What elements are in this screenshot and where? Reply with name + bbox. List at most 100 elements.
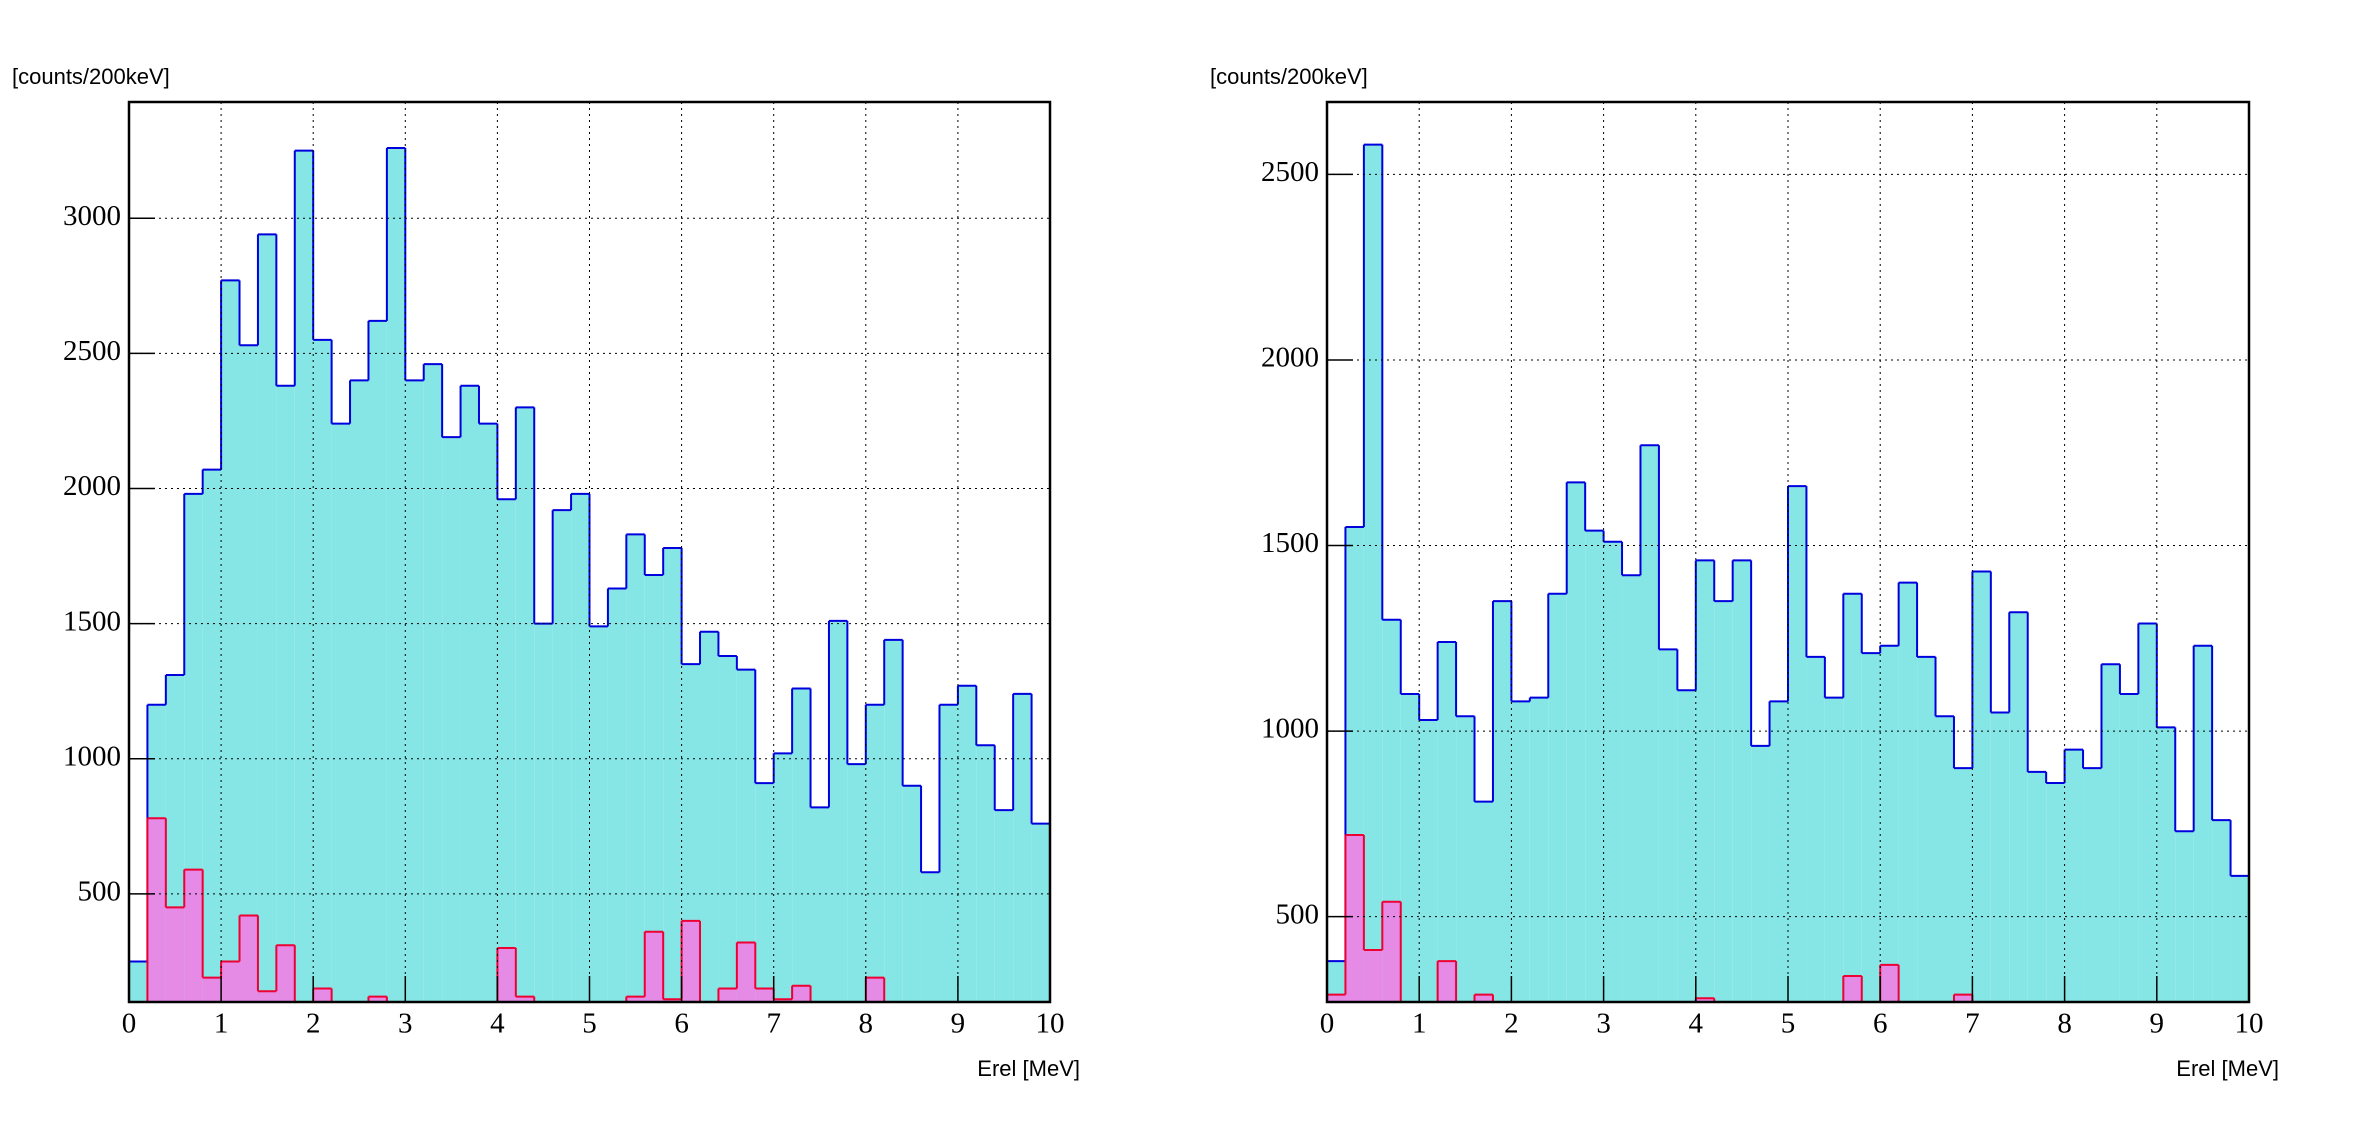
histogram-bar — [1806, 656, 1825, 1002]
y-axis-label: [counts/200keV] — [12, 64, 170, 89]
histogram-bar — [1345, 834, 1364, 1002]
histogram-bar — [663, 547, 682, 1002]
histogram-bar — [239, 345, 258, 1002]
histogram-series — [129, 146, 1050, 1002]
x-tick-label: 5 — [582, 1008, 597, 1040]
x-tick-label: 10 — [2235, 1008, 2264, 1040]
y-tick-label: 1500 — [63, 605, 121, 637]
histogram-bar — [2009, 612, 2028, 1002]
histogram-bar — [1013, 693, 1032, 1002]
histogram-bar — [607, 588, 627, 1002]
histogram-bar — [1566, 482, 1586, 1002]
histogram-bar — [755, 988, 774, 1002]
histogram-bar — [1603, 541, 1623, 1002]
histogram-bar — [1732, 560, 1752, 1002]
histogram-bar — [1640, 445, 1659, 1002]
histogram-bar — [1437, 961, 1457, 1002]
histogram-bar — [1880, 645, 1899, 1002]
histogram-bar — [939, 704, 958, 1002]
histogram-series — [1327, 833, 1974, 1002]
histogram-bar — [1363, 950, 1383, 1002]
histogram-bar — [1437, 642, 1457, 1002]
histogram-bar — [1935, 716, 1954, 1002]
y-tick-label: 1000 — [63, 740, 121, 772]
histogram-bar — [884, 639, 903, 1002]
histogram-bar — [405, 380, 424, 1002]
y-tick-label: 2000 — [63, 470, 121, 502]
histogram-bar — [221, 280, 240, 1002]
histogram-bar — [276, 945, 295, 1002]
histogram-bar — [2046, 783, 2065, 1002]
histogram-bar — [129, 961, 148, 1002]
histogram-bar — [350, 380, 369, 1002]
histogram-bar — [257, 991, 277, 1002]
histogram-bar — [478, 423, 498, 1002]
histogram-bar — [331, 423, 351, 1002]
histogram-bar — [184, 869, 203, 1002]
histogram-bar — [644, 931, 664, 1002]
histogram-bar — [2175, 831, 2194, 1002]
y-tick-label: 500 — [78, 876, 122, 908]
histogram-bar — [202, 469, 222, 1002]
histogram-bar — [2193, 645, 2213, 1002]
histogram-bar — [2156, 727, 2176, 1002]
histogram-bar — [755, 783, 774, 1002]
x-tick-label: 10 — [1036, 1008, 1065, 1040]
x-tick-label: 3 — [1596, 1008, 1611, 1040]
histogram-bar — [1695, 560, 1715, 1002]
histogram-bar — [2138, 623, 2157, 1002]
histogram-bar — [1861, 653, 1881, 1002]
histogram-bar — [681, 664, 701, 1002]
histogram-bar — [276, 385, 295, 1002]
plot-frame — [1325, 100, 2251, 1004]
histogram-bar — [626, 534, 645, 1002]
histogram-bar — [1898, 582, 1918, 1002]
histogram-bar — [1456, 716, 1475, 1002]
histogram-bar — [902, 785, 922, 1002]
histogram-bar — [957, 685, 977, 1002]
histogram-bar — [257, 234, 277, 1002]
histogram-bar — [1843, 593, 1862, 1002]
y-tick-label: 1500 — [1261, 527, 1319, 559]
histogram-bar — [423, 364, 443, 1002]
x-tick-label: 4 — [490, 1008, 505, 1040]
histogram-bar — [1917, 656, 1936, 1002]
histogram-bar — [1474, 801, 1493, 1002]
x-tick-label: 7 — [1965, 1008, 1980, 1040]
histogram-bar — [1677, 690, 1696, 1002]
histogram-bar — [497, 499, 516, 1002]
histogram-bar — [810, 807, 829, 1002]
plot-area — [1327, 143, 2249, 1002]
histogram-bar — [1585, 530, 1604, 1002]
x-tick-label: 2 — [1504, 1008, 1519, 1040]
x-tick-label: 5 — [1781, 1008, 1796, 1040]
x-tick-label: 8 — [2057, 1008, 2072, 1040]
histogram-bar — [2119, 693, 2139, 1002]
histogram-bar — [1788, 486, 1807, 1002]
histogram-bar — [718, 988, 737, 1002]
x-tick-label: 2 — [306, 1008, 321, 1040]
histogram-bar — [1695, 998, 1715, 1002]
histogram-bar — [792, 985, 811, 1002]
histogram-bar — [1400, 693, 1420, 1002]
histogram-bar — [2064, 749, 2084, 1002]
histogram-bar — [1327, 961, 1346, 1002]
histogram-bar — [313, 988, 332, 1002]
histogram-bar — [1031, 823, 1050, 1002]
histogram-bar — [1382, 901, 1401, 1002]
histogram-bar — [221, 961, 240, 1002]
histogram-bar — [534, 623, 553, 1002]
histogram-bar — [442, 437, 461, 1002]
y-tick-label: 1000 — [1261, 713, 1319, 745]
histogram-bar — [828, 620, 848, 1002]
histogram-series — [146, 817, 1050, 1002]
histogram-bar — [1492, 601, 1512, 1002]
histogram-bar — [1622, 575, 1641, 1002]
histogram-bar — [865, 977, 885, 1002]
y-tick-label: 3000 — [63, 200, 121, 232]
x-tick-label: 6 — [674, 1008, 689, 1040]
histogram-bar — [1953, 768, 1973, 1002]
histogram-bar — [700, 631, 719, 1002]
histogram-bar — [1751, 745, 1770, 1002]
plot-frame — [127, 100, 1052, 1004]
